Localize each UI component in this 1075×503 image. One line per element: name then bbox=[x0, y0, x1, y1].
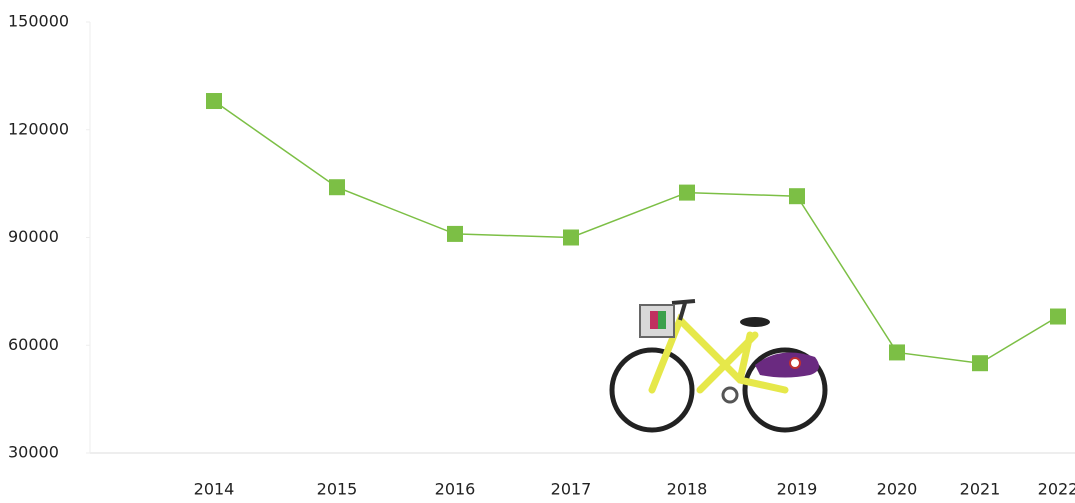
point-marker bbox=[972, 355, 988, 372]
point-marker bbox=[889, 344, 905, 361]
x-tick-label: 2015 bbox=[317, 480, 358, 499]
x-tick-label: 2021 bbox=[960, 480, 1001, 499]
x-tick-label: 2016 bbox=[435, 480, 476, 499]
x-tick-label: 2018 bbox=[667, 480, 708, 499]
point-marker bbox=[563, 229, 579, 246]
point-marker bbox=[1050, 308, 1066, 325]
y-tick-label: 150000 bbox=[8, 12, 69, 31]
x-tick-label: 2020 bbox=[877, 480, 918, 499]
point-marker bbox=[329, 179, 345, 196]
series-line bbox=[213, 100, 1059, 364]
x-tick-label: 2014 bbox=[194, 480, 235, 499]
bicycle-illustration bbox=[609, 299, 828, 433]
y-tick-label: 120000 bbox=[8, 119, 69, 138]
point-marker bbox=[206, 93, 222, 110]
x-tick-label: 2017 bbox=[551, 480, 592, 499]
point-marker bbox=[789, 188, 805, 205]
y-tick-label: 90000 bbox=[8, 227, 59, 246]
point-marker bbox=[447, 225, 463, 242]
point-marker bbox=[679, 184, 695, 201]
x-tick-label: 2022 bbox=[1038, 480, 1075, 499]
y-tick-label: 60000 bbox=[8, 335, 59, 354]
x-tick-label: 2019 bbox=[777, 480, 818, 499]
y-tick-label: 30000 bbox=[8, 443, 59, 462]
